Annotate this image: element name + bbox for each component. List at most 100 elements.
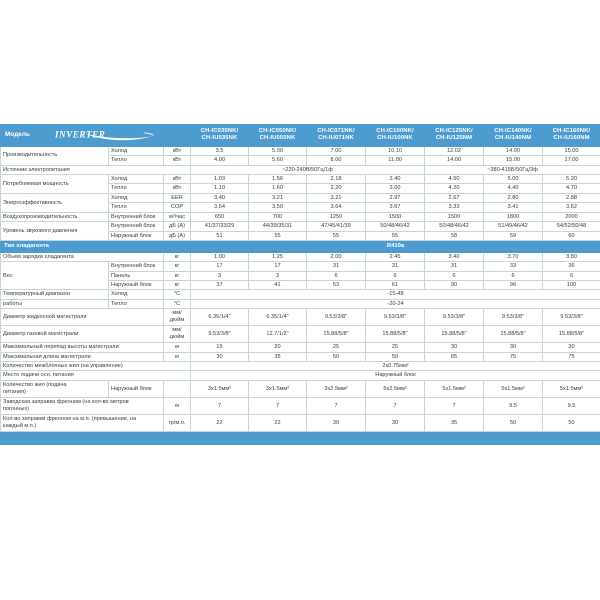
subrow-efficiency-heat: Тепло bbox=[108, 202, 164, 213]
cell: 1800 bbox=[483, 211, 543, 223]
subrow-temp-heat: Тепло bbox=[108, 298, 164, 310]
control-wires-value: 2х0.75мм² bbox=[190, 361, 600, 372]
cell: 90 bbox=[424, 279, 484, 291]
cell: 30 bbox=[483, 342, 543, 353]
row-label-supply-wires-line2: питания) bbox=[3, 388, 26, 395]
subrow-noise-outdoor: Наружный блок bbox=[108, 230, 164, 241]
cell: 36 bbox=[542, 261, 600, 272]
unit-extra-charge: гр/м.п. bbox=[163, 413, 191, 432]
cell: 41/37/33/29 bbox=[190, 221, 249, 232]
cell: 3.70 bbox=[483, 251, 543, 263]
model-col-1-line1: CH-IC035NK/ bbox=[200, 128, 239, 134]
cell: 75 bbox=[542, 351, 600, 363]
cell: 3.21 bbox=[248, 192, 307, 204]
cell: 30 bbox=[190, 351, 249, 363]
power-supply-single-phase: ~220-240В/50Гц/1ф bbox=[190, 164, 425, 176]
cell: 2000 bbox=[542, 211, 600, 223]
cell: 5.20 bbox=[542, 173, 600, 185]
row-label-factory-charge-line2: погонных) bbox=[3, 405, 30, 412]
cell: 30 bbox=[424, 342, 484, 353]
cell: 700 bbox=[248, 211, 307, 223]
row-label-factory-charge: Заводская заправка фреоном (на кол-во ме… bbox=[0, 396, 164, 415]
cell: 7 bbox=[424, 396, 484, 415]
cell: 5.00 bbox=[483, 173, 543, 185]
unit-liquid-pipe-line1: мм/ bbox=[172, 310, 182, 317]
unit-liquid-pipe: мм/ дюйм bbox=[163, 308, 191, 327]
cell: 25 bbox=[306, 342, 366, 353]
subrow-capacity-heat: Тепло bbox=[108, 155, 164, 166]
cell: 7.00 bbox=[306, 145, 366, 157]
table-row: Производительность Холод кВт 3.5 5.00 7.… bbox=[0, 145, 600, 166]
cell: 5.00 bbox=[248, 145, 307, 157]
cell: 50/48/46/42 bbox=[365, 221, 425, 232]
model-col-3-line1: CH-IC071NK/ bbox=[317, 128, 355, 134]
cell: 22 bbox=[248, 413, 307, 432]
cell: 3х2.5мм² bbox=[306, 379, 366, 398]
cell: 75 bbox=[483, 351, 543, 363]
cell: 9.53/3/8" bbox=[190, 325, 249, 344]
unit-weight-indoor: кг bbox=[163, 261, 191, 272]
cell: 3.33 bbox=[424, 202, 484, 213]
row-label-capacity: Производительность bbox=[0, 145, 109, 166]
subrow-weight-outdoor: Наружный блок bbox=[108, 279, 164, 291]
unit-airflow: м³/час bbox=[163, 211, 191, 223]
section-band-refrigerant: Тип хладагента R410a bbox=[0, 239, 600, 253]
subrow-consumption-heat: Тепло bbox=[108, 183, 164, 194]
table-row: Диаметр газовой магистрали мм/ дюйм 9.53… bbox=[0, 325, 600, 344]
cell: 51 bbox=[190, 230, 249, 241]
cell: 11.00 bbox=[365, 155, 425, 166]
footer-accent-bar bbox=[0, 431, 600, 445]
model-col-5-line2: CH-IU125NM bbox=[435, 135, 473, 142]
model-col-7-line1: CH-IC160NK/ bbox=[552, 128, 591, 134]
cell: 50 bbox=[483, 413, 543, 432]
inverter-logo: INVERTER bbox=[55, 128, 157, 143]
swoosh-icon bbox=[85, 132, 155, 141]
cell: 17 bbox=[190, 261, 249, 272]
cell: 1.56 bbox=[248, 173, 307, 185]
model-col-1: CH-IC035NK/ CH-IU035NK bbox=[190, 124, 249, 147]
cell: 100 bbox=[542, 279, 600, 291]
cell: 2.00 bbox=[306, 251, 366, 263]
cell: 35 bbox=[248, 351, 307, 363]
row-label-refrigerant-charge: Объем зарядки хладагента bbox=[0, 251, 164, 263]
cell: 3.5 bbox=[190, 145, 249, 157]
cell: 20 bbox=[248, 342, 307, 353]
cell: 4.20 bbox=[424, 183, 484, 194]
unit-max-height: м bbox=[163, 342, 191, 353]
cell: 15.88/5/8" bbox=[365, 325, 425, 344]
cell: 15.88/5/8" bbox=[483, 325, 543, 344]
cell: 35 bbox=[424, 413, 484, 432]
row-label-extra-charge: Кол-во заправки фреоном на м.п. (превыше… bbox=[0, 413, 164, 432]
cell: 55 bbox=[365, 230, 425, 241]
cell: 15.88/5/8" bbox=[542, 325, 600, 344]
cell: 14.00 bbox=[483, 145, 543, 157]
subrow-noise-indoor: Внутренний блок bbox=[108, 221, 164, 232]
model-col-6-line1: CH-IC140NK/ bbox=[494, 128, 532, 134]
row-label-max-height: Максимальный перепад высоты магистрали bbox=[0, 342, 164, 353]
unit-refrigerant-charge: кг bbox=[163, 251, 191, 263]
cell: 7 bbox=[306, 396, 366, 415]
table-row: Воздухопроизводительность Внутренний бло… bbox=[0, 211, 600, 223]
cell: 3.64 bbox=[190, 202, 249, 213]
cell: 55 bbox=[248, 230, 307, 241]
cell: 4.40 bbox=[483, 183, 543, 194]
cell: 2.97 bbox=[365, 192, 425, 204]
cell: 31 bbox=[306, 261, 366, 272]
model-col-2-line1: CH-IC050NK/ bbox=[258, 128, 297, 134]
cell: 15.88/5/8" bbox=[306, 325, 366, 344]
cell: 25 bbox=[365, 342, 425, 353]
subrow-supply-wires-outdoor: Наружный блок bbox=[108, 379, 164, 398]
row-label-extra-charge-line2: каждый м.п.) bbox=[3, 422, 37, 429]
cell: 6 bbox=[483, 270, 543, 282]
cell: 1250 bbox=[306, 211, 366, 223]
cell: 41 bbox=[248, 279, 307, 291]
unit-liquid-pipe-line2: дюйм bbox=[169, 317, 185, 324]
table-row: Энергоэффективность Холод EER 3.40 3.21 … bbox=[0, 192, 600, 213]
model-col-7: CH-IC160NK/ CH-IU160NM bbox=[542, 124, 600, 147]
cell: 9.53/3/8" bbox=[365, 308, 425, 327]
temp-range-cool-value: -15-48 bbox=[190, 289, 600, 300]
unit-weight-outdoor: кг bbox=[163, 279, 191, 291]
cell: 1.03 bbox=[190, 173, 249, 185]
cell: 5х1.5мм² bbox=[424, 379, 484, 398]
band-label-refrigerant-type: Тип хладагента bbox=[0, 239, 191, 253]
